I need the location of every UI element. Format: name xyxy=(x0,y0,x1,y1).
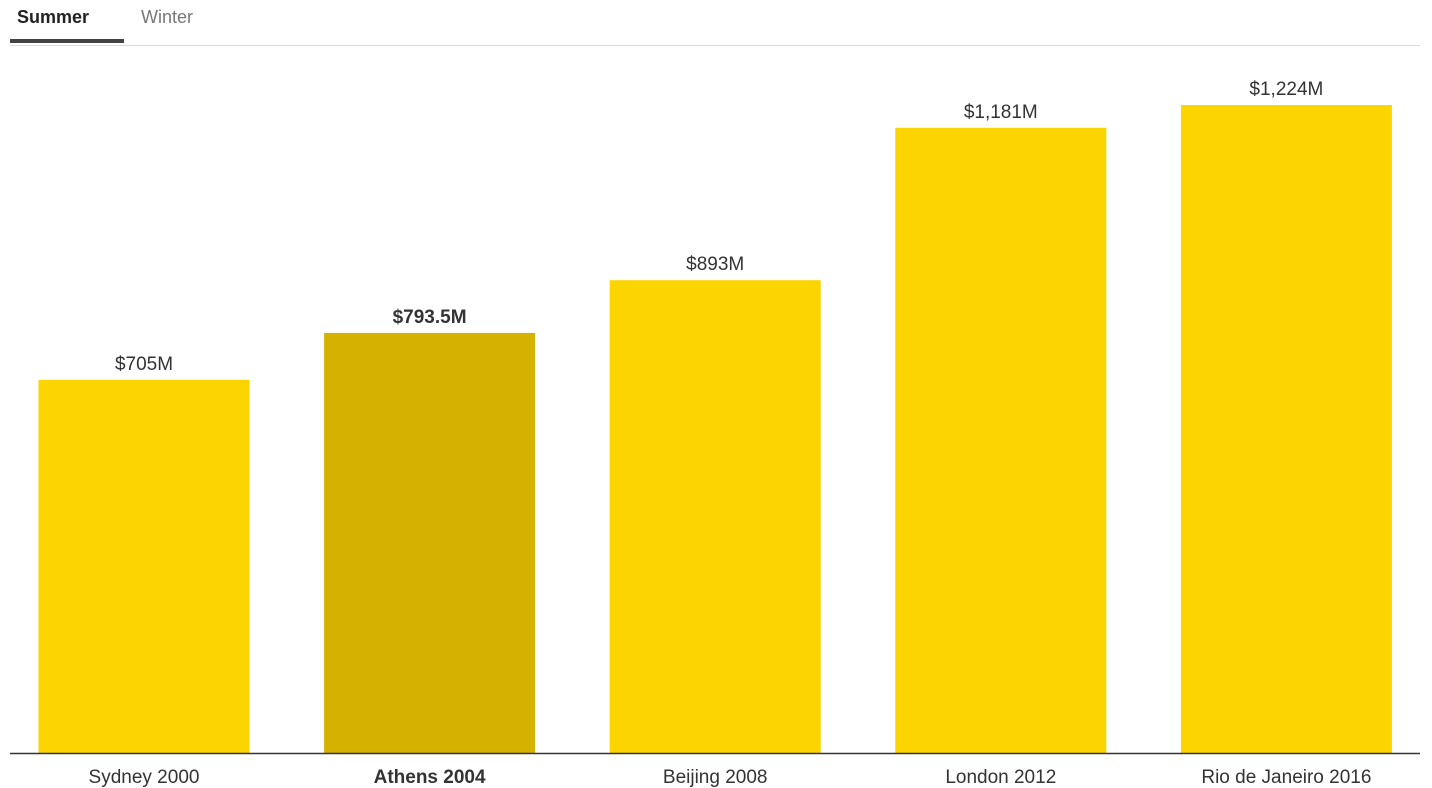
tab-winter-label: Winter xyxy=(141,7,194,27)
tab-summer-label: Summer xyxy=(16,7,90,27)
value-label-0: $705M xyxy=(115,354,173,375)
tab-summer[interactable]: Summer xyxy=(10,6,124,43)
value-label-3: $1,181M xyxy=(964,102,1038,123)
bar-0[interactable] xyxy=(38,379,250,753)
bar-1[interactable] xyxy=(324,332,536,753)
category-label-2: Beijing 2008 xyxy=(663,767,768,788)
category-label-0: Sydney 2000 xyxy=(89,767,200,788)
category-label-4: Rio de Janeiro 2016 xyxy=(1201,767,1371,788)
tab-winter[interactable]: Winter xyxy=(141,6,193,28)
category-label-1: Athens 2004 xyxy=(374,767,486,788)
value-label-1: $793.5M xyxy=(393,307,467,328)
bar-3[interactable] xyxy=(895,127,1107,754)
value-label-4: $1,224M xyxy=(1249,79,1323,100)
season-tabs: Summer Winter xyxy=(10,0,1420,46)
value-label-2: $893M xyxy=(686,254,744,275)
category-label-3: London 2012 xyxy=(945,767,1056,788)
bar-4[interactable] xyxy=(1180,105,1392,753)
bar-2[interactable] xyxy=(609,280,821,753)
